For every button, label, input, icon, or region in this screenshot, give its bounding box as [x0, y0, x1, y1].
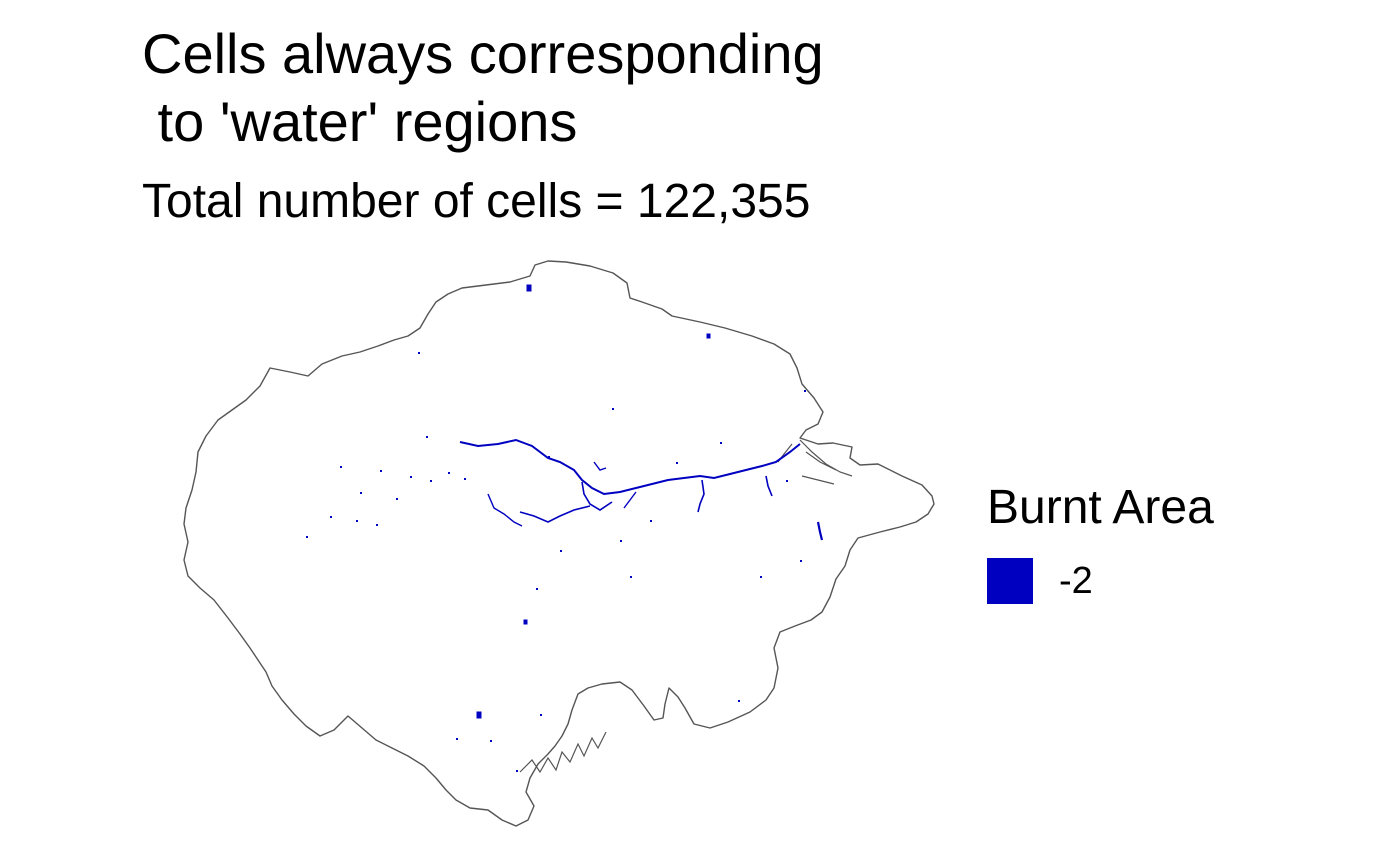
estuary-boundary: [777, 439, 853, 485]
legend-swatch: [987, 558, 1033, 604]
lake-northeast: [706, 333, 711, 339]
lake-south-2: [523, 619, 528, 625]
map-title: Cells always corresponding to 'water' re…: [142, 22, 824, 153]
tributary-7: [623, 491, 637, 509]
tributary-1: [581, 481, 613, 511]
legend-item: -2: [987, 558, 1093, 604]
southern-coast-detail: [519, 731, 607, 774]
tributary-3: [697, 479, 705, 513]
legend-title: Burnt Area: [987, 481, 1214, 534]
scattered-water-dots: [306, 352, 806, 772]
water-cells: [306, 284, 824, 772]
tributary-5: [487, 493, 523, 527]
lake-south-1: [476, 711, 482, 719]
main-river: [459, 438, 801, 496]
tributary-2: [519, 505, 591, 523]
map-subtitle: Total number of cells = 122,355: [142, 175, 811, 228]
lake-east: [816, 521, 824, 541]
legend: Burnt Area -2: [987, 480, 1214, 604]
tributary-6: [593, 461, 607, 471]
tributary-4: [765, 475, 773, 497]
lake-north: [526, 284, 532, 292]
basin-boundary: [183, 260, 935, 827]
legend-item-label: -2: [1059, 560, 1093, 602]
